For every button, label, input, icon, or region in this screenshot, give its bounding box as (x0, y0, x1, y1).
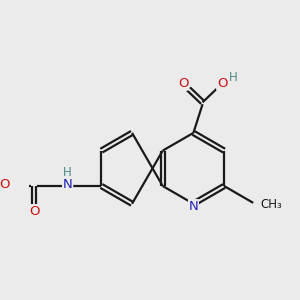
Text: O: O (178, 77, 188, 90)
Text: H: H (229, 71, 238, 84)
Text: O: O (217, 77, 227, 90)
Text: N: N (63, 178, 73, 191)
Text: N: N (188, 200, 198, 213)
Text: CH₃: CH₃ (260, 198, 282, 211)
Text: O: O (0, 178, 10, 191)
Text: O: O (29, 205, 39, 218)
Text: H: H (63, 166, 72, 179)
